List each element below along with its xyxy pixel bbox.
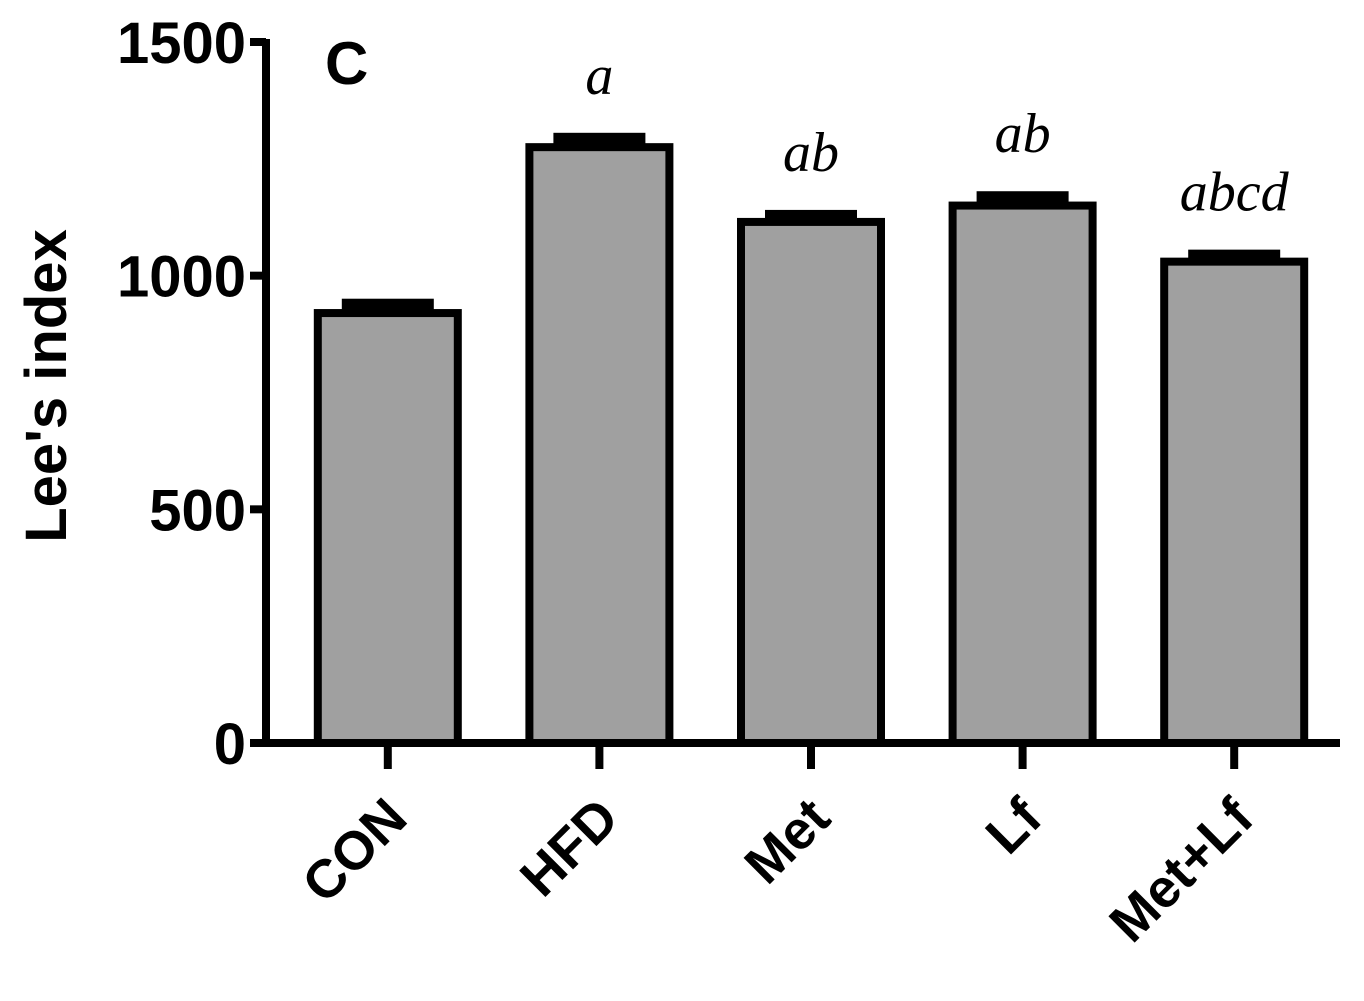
significance-label: ab	[783, 122, 839, 184]
x-tick-label: HFD	[509, 787, 630, 908]
significance-label: a	[585, 45, 613, 107]
y-tick-label: 0	[214, 712, 246, 777]
y-tick-label: 1000	[117, 245, 246, 310]
x-tick-label: Met+Lf	[1098, 786, 1265, 953]
significance-label: ab	[995, 103, 1051, 165]
y-tick-label: 500	[149, 478, 246, 543]
panel-label: C	[325, 30, 368, 97]
y-axis-title: Lee's index	[14, 229, 79, 543]
bar-hfd	[525, 143, 674, 747]
bar-con	[313, 309, 462, 747]
y-tick-label: 1500	[117, 11, 246, 76]
x-tick-label: Met	[733, 787, 841, 895]
labels: 0 500 1000 1500 CON HFD a Met ab Lf ab Met+Lf abcd	[117, 11, 1290, 954]
significance-label: abcd	[1180, 162, 1290, 224]
bar-lf	[948, 201, 1097, 748]
bar-met	[737, 217, 885, 747]
bars	[313, 132, 1309, 748]
x-tick-label: CON	[291, 787, 418, 914]
x-tick-label: Lf	[975, 786, 1054, 865]
bar-met-lf	[1160, 257, 1309, 747]
